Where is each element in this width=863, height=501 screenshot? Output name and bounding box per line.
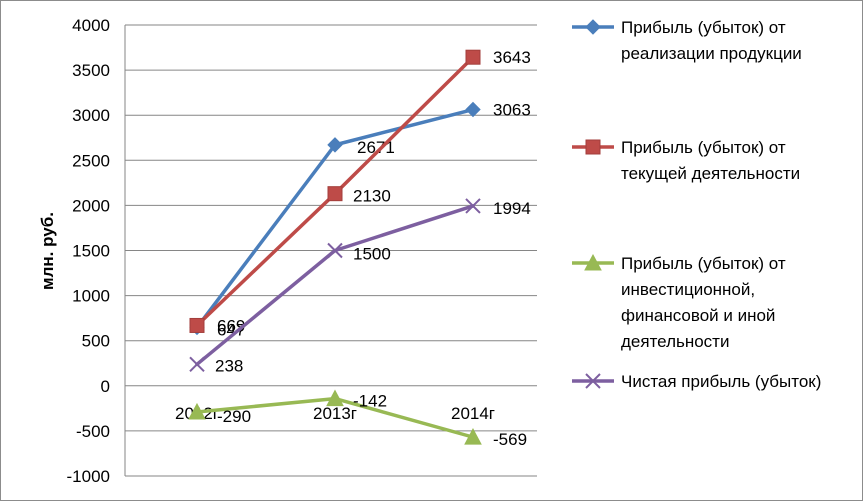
- square-marker: [327, 186, 343, 202]
- data-label: 2130: [353, 187, 391, 206]
- diamond-marker: [327, 137, 343, 153]
- legend-item-2: Прибыль (убыток) от текущей деятельности: [572, 138, 800, 183]
- y-axis-label: млн. руб.: [38, 212, 57, 290]
- x-category-label: 2013г: [313, 404, 357, 423]
- data-label: 1994: [493, 199, 531, 218]
- triangle-marker: [326, 389, 344, 407]
- data-label: 647: [217, 320, 245, 339]
- y-tick-label: -500: [76, 422, 110, 441]
- square-marker: [585, 139, 601, 155]
- y-tick-label: 2000: [72, 196, 110, 215]
- y-tick-label: -1000: [67, 467, 110, 486]
- data-label: 1500: [353, 245, 391, 264]
- y-tick-label: 4000: [72, 16, 110, 35]
- data-label: 3063: [493, 101, 531, 120]
- triangle-marker: [188, 402, 206, 420]
- y-tick-label: 1000: [72, 287, 110, 306]
- y-tick-label: 2500: [72, 151, 110, 170]
- legend-label: Чистая прибыль (убыток): [621, 372, 821, 391]
- series-4: 238 1500 1994: [189, 198, 531, 375]
- x-marker: [465, 198, 481, 214]
- data-label: -142: [353, 392, 387, 411]
- gridlines: -1000 -500 0 500 1000 1500 2000 2500 3000 3500 400…: [67, 16, 537, 486]
- data-label: -569: [493, 430, 527, 449]
- legend-label: инвестиционной,: [621, 280, 755, 299]
- square-marker: [465, 49, 481, 65]
- x-category-label: 2014г: [451, 404, 495, 423]
- legend-label: Прибыль (убыток) от: [621, 138, 786, 157]
- data-label: -290: [217, 407, 251, 426]
- y-tick-label: 3000: [72, 106, 110, 125]
- triangle-marker: [464, 428, 482, 445]
- square-marker: [189, 317, 205, 333]
- y-tick-label: 1500: [72, 242, 110, 261]
- legend-label: финансовой и иной: [621, 306, 775, 325]
- y-tick-label: 3500: [72, 61, 110, 80]
- data-label: 3643: [493, 48, 531, 67]
- diamond-marker: [585, 19, 601, 35]
- legend-label: текущей деятельности: [621, 164, 800, 183]
- legend-item-1: Прибыль (убыток) от реализации продукции: [572, 18, 802, 63]
- y-tick-label: 0: [101, 377, 110, 396]
- x-marker: [327, 242, 343, 259]
- data-label: 238: [215, 356, 243, 375]
- legend-label: Прибыль (убыток) от: [621, 254, 786, 273]
- legend-item-3: Прибыль (убыток) от инвестиционной, финанс…: [572, 253, 786, 351]
- series-3: -290 -142 -569: [188, 389, 527, 449]
- legend-label: Прибыль (убыток) от: [621, 18, 786, 37]
- legend-item-4: Чистая прибыль (убыток): [572, 372, 821, 391]
- legend-label: реализации продукции: [621, 44, 802, 63]
- x-marker: [585, 373, 601, 389]
- x-marker: [189, 356, 205, 373]
- legend-label: деятельности: [621, 332, 729, 351]
- diamond-marker: [465, 101, 481, 118]
- y-tick-label: 500: [82, 332, 110, 351]
- triangle-marker: [584, 253, 602, 271]
